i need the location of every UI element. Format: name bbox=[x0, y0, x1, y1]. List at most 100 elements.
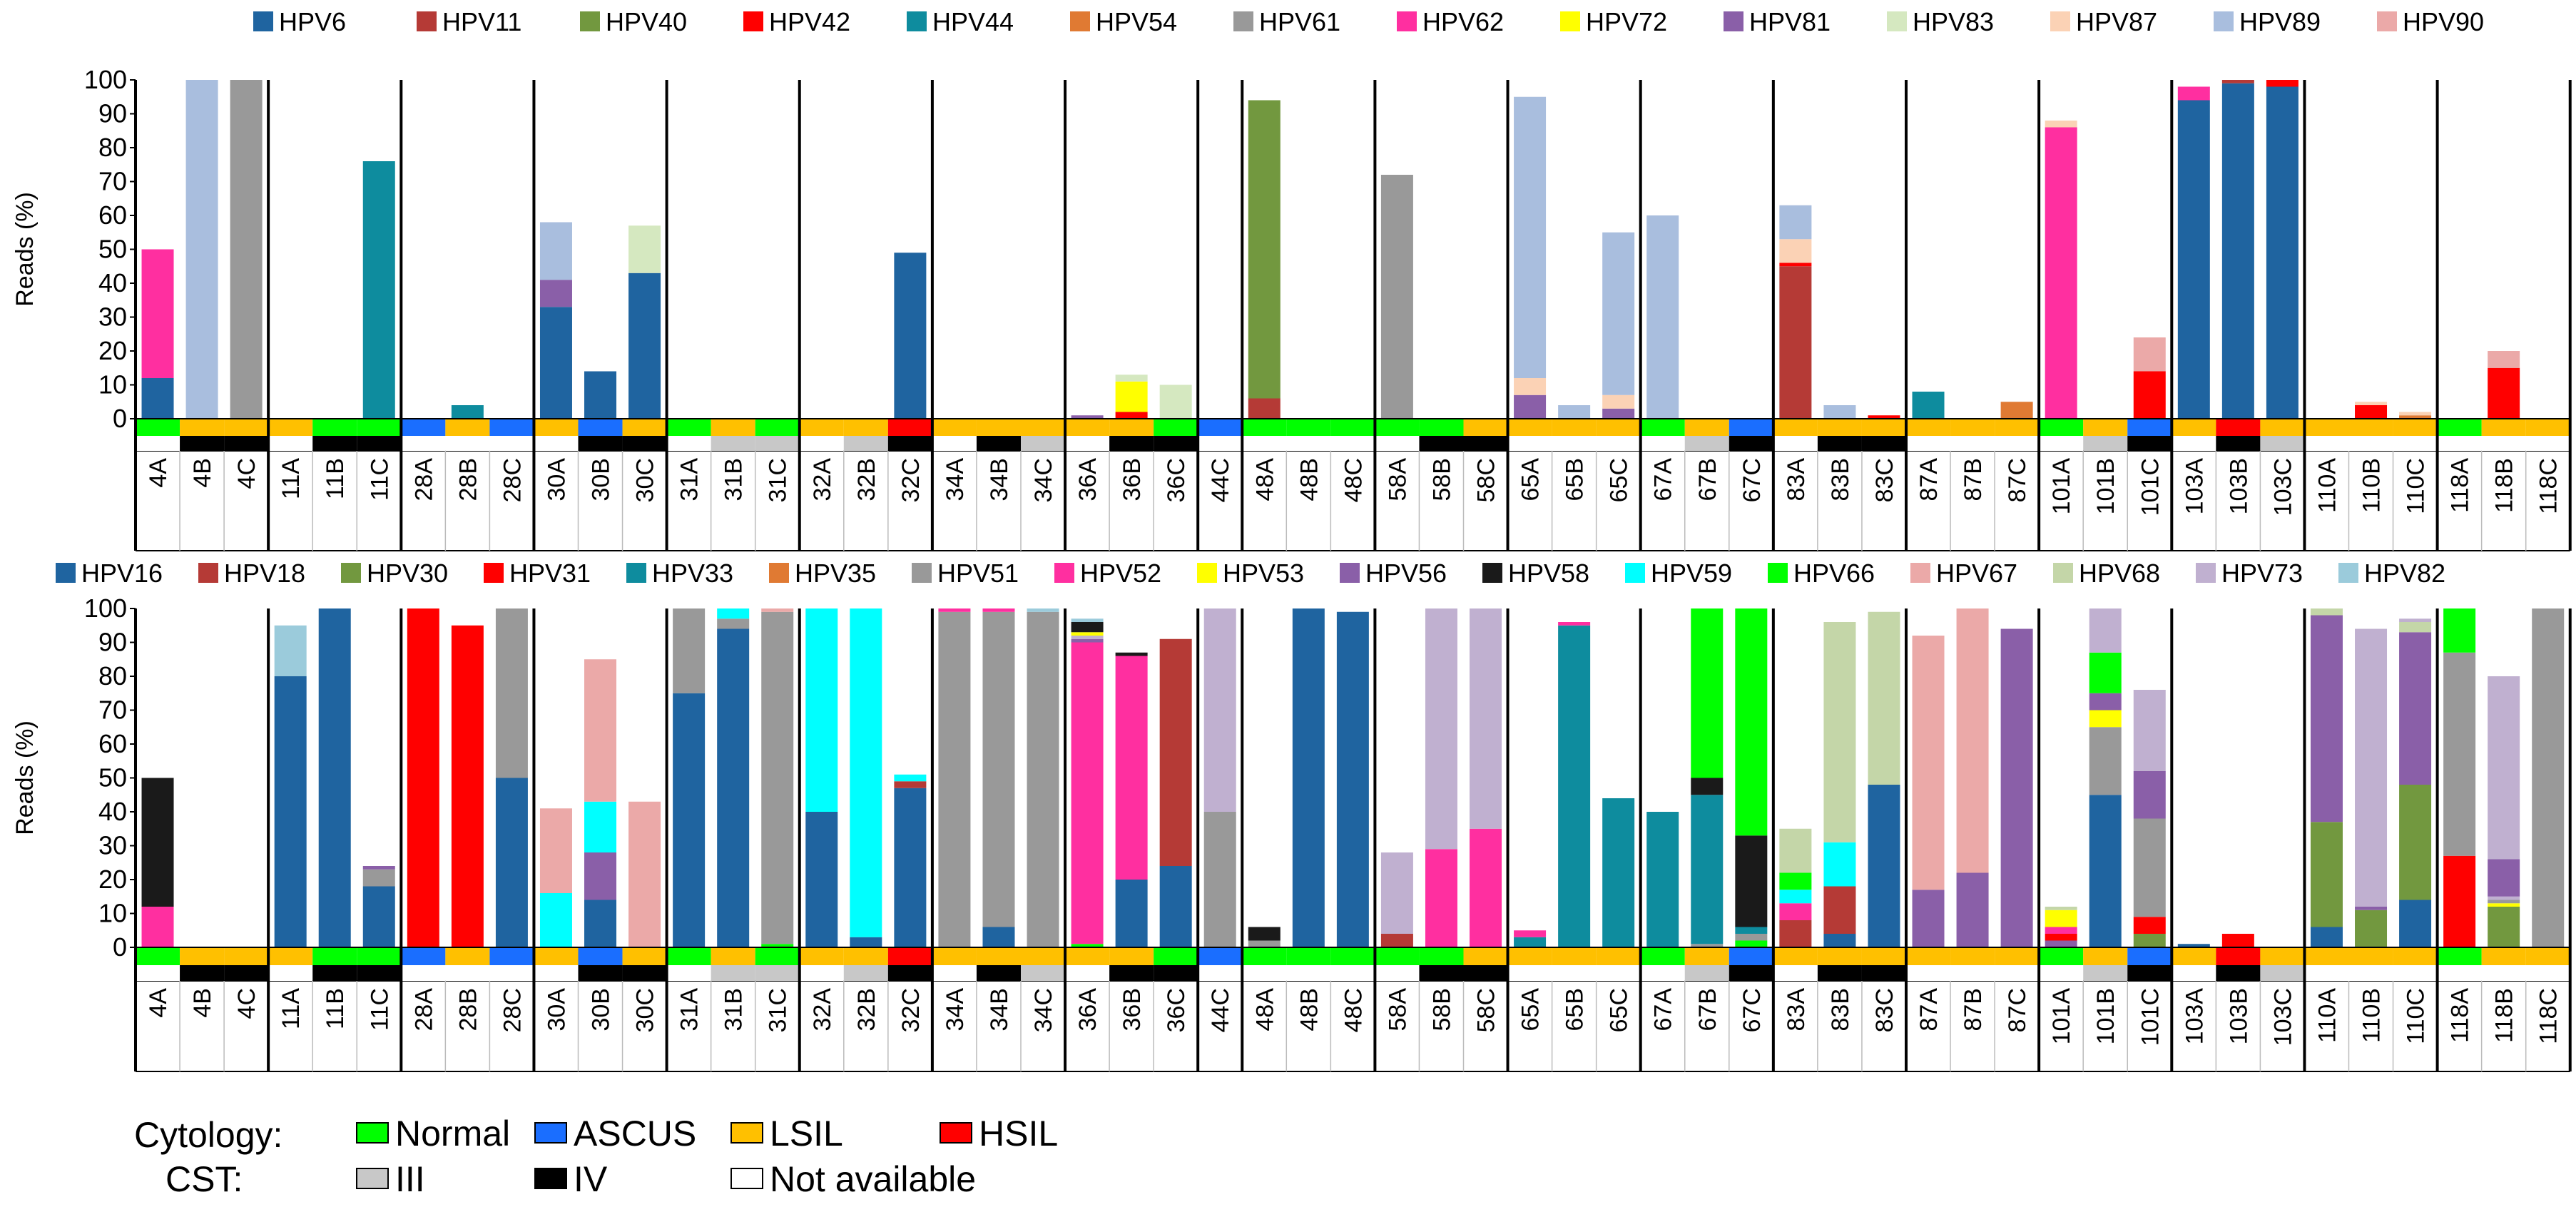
bar-segment bbox=[539, 222, 572, 280]
bar-segment bbox=[938, 608, 971, 612]
legend-swatch bbox=[1724, 11, 1743, 31]
bar-segment bbox=[539, 893, 572, 947]
sample-label: 36C bbox=[1163, 458, 1190, 502]
legend-swatch bbox=[2214, 11, 2234, 31]
sample-label: 58A bbox=[1384, 988, 1411, 1032]
bar-segment bbox=[2399, 632, 2432, 785]
cst-cell bbox=[1065, 436, 1110, 451]
bar-segment bbox=[628, 273, 661, 419]
bar-segment bbox=[1691, 778, 1724, 795]
cytology-cell bbox=[1817, 419, 1862, 436]
legend-swatch bbox=[1054, 563, 1074, 583]
sample-label: 11B bbox=[322, 458, 349, 499]
sample-label: 48B bbox=[1295, 458, 1323, 501]
bar-segment bbox=[1514, 394, 1547, 419]
bar-segment bbox=[1646, 812, 1679, 947]
legend-swatch bbox=[1768, 563, 1788, 583]
sample-label: 28C bbox=[499, 988, 526, 1032]
bar-segment bbox=[850, 608, 882, 937]
y-tick-label: 100 bbox=[84, 594, 127, 623]
cytology-cell bbox=[1375, 947, 1420, 965]
bar-segment bbox=[1514, 930, 1547, 937]
bar-segment bbox=[1514, 937, 1547, 947]
bar-segment bbox=[894, 253, 927, 419]
sample-label: 118B bbox=[2491, 458, 2518, 513]
bar-segment bbox=[2000, 628, 2033, 947]
sample-label: 11A bbox=[278, 458, 305, 499]
cytology-cell bbox=[799, 947, 844, 965]
sample-label: 87B bbox=[1960, 988, 1987, 1032]
legend-swatch bbox=[743, 11, 763, 31]
bar-segment bbox=[1779, 263, 1812, 267]
sample-label: 65A bbox=[1517, 458, 1544, 501]
sample-label: 110C bbox=[2403, 988, 2430, 1044]
legend-label: HPV66 bbox=[1793, 559, 1875, 588]
cst-cell bbox=[2172, 436, 2216, 451]
cytology-cell bbox=[976, 419, 1021, 436]
legend-top: HPV6 HPV11 HPV40 HPV42 HPV44 HPV54 HPV61 HPV62 H… bbox=[253, 7, 2484, 36]
bar-segment bbox=[2133, 917, 2166, 934]
bar-segment bbox=[2089, 608, 2122, 653]
cytology-cell bbox=[2393, 947, 2438, 965]
cst-key-label: IV bbox=[574, 1159, 608, 1199]
bar-segment bbox=[2399, 900, 2432, 947]
y-tick-label: 10 bbox=[98, 899, 127, 928]
bar-segment bbox=[2089, 693, 2122, 711]
legend-label: HPV53 bbox=[1223, 559, 1304, 588]
bar-segment bbox=[451, 625, 484, 947]
bar-segment bbox=[2089, 710, 2122, 728]
bar-segment bbox=[1602, 798, 1635, 947]
bar-segment bbox=[362, 869, 395, 887]
bar-segment bbox=[1823, 934, 1856, 947]
cst-cell bbox=[843, 436, 888, 451]
bar-segment bbox=[1115, 652, 1148, 656]
sample-label: 65C bbox=[1606, 988, 1633, 1032]
sample-label: 87C bbox=[2004, 988, 2031, 1032]
cytology-cell bbox=[1375, 419, 1420, 436]
cytology-cell bbox=[1021, 947, 1066, 965]
legend-label: HPV54 bbox=[1096, 7, 1177, 36]
cst-cell bbox=[1242, 436, 1287, 451]
bar-segment bbox=[2133, 818, 2166, 917]
legend-label: HPV40 bbox=[606, 7, 687, 36]
cytology-key-swatch bbox=[730, 1122, 763, 1144]
cytology-cell bbox=[1995, 419, 2040, 436]
sample-label: 11C bbox=[366, 458, 393, 501]
bar-segment bbox=[1558, 625, 1591, 947]
bar-segment bbox=[1380, 175, 1413, 419]
cytology-cell bbox=[401, 419, 446, 436]
bar-segment bbox=[539, 307, 572, 419]
cst-cell bbox=[2260, 965, 2305, 981]
cst-cell bbox=[1507, 965, 1552, 981]
bar-segment bbox=[2488, 903, 2520, 907]
bar-segment bbox=[2488, 676, 2520, 860]
bar-segment bbox=[894, 788, 927, 947]
sample-label: 58A bbox=[1384, 458, 1411, 501]
legend-swatch bbox=[2196, 563, 2216, 583]
sample-label: 48C bbox=[1340, 458, 1367, 502]
legend-label: HPV87 bbox=[2076, 7, 2157, 36]
cytology-cell bbox=[1773, 947, 1818, 965]
bar-segment bbox=[1203, 608, 1236, 812]
cst-cell bbox=[2260, 436, 2305, 451]
bar-segment bbox=[584, 371, 617, 419]
legend-label: HPV18 bbox=[224, 559, 305, 588]
bar-segment bbox=[1779, 266, 1812, 419]
bar-segment bbox=[2221, 83, 2254, 419]
cytology-cell bbox=[1154, 947, 1198, 965]
sample-label: 32B bbox=[853, 988, 880, 1032]
cst-cell bbox=[1154, 436, 1198, 451]
cytology-cell bbox=[622, 947, 667, 965]
cytology-cell bbox=[2172, 947, 2216, 965]
sample-label: 30B bbox=[588, 988, 615, 1032]
cst-cell bbox=[799, 436, 844, 451]
cytology-cell bbox=[1330, 419, 1375, 436]
sample-label: 65B bbox=[1562, 988, 1589, 1032]
bar-segment bbox=[1071, 638, 1104, 643]
cytology-cell bbox=[887, 947, 932, 965]
y-tick-label: 30 bbox=[98, 831, 127, 860]
bar-segment bbox=[1425, 849, 1457, 947]
bar-segment bbox=[1735, 927, 1768, 934]
bar-segment bbox=[141, 907, 174, 947]
sample-label: 65B bbox=[1562, 458, 1589, 501]
